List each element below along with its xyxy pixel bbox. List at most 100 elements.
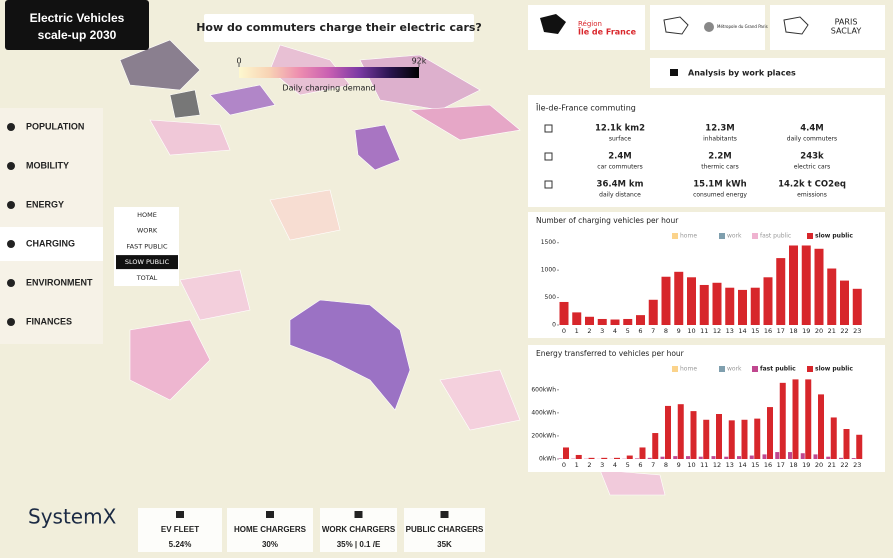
- map-region[interactable]: [354, 124, 401, 171]
- menu-item[interactable]: ENERGY: [26, 199, 64, 209]
- bar: [687, 277, 696, 325]
- x-tick-label: 17: [777, 461, 785, 469]
- y-tick-label: 0kWh: [539, 456, 556, 463]
- y-tick-label: 0: [552, 322, 556, 329]
- bar: [703, 419, 710, 459]
- bar: [597, 318, 607, 325]
- x-tick-label: 4: [613, 461, 617, 469]
- bar: [767, 407, 773, 459]
- x-tick-label: 22: [840, 327, 848, 335]
- bar: [843, 429, 850, 459]
- bar: [741, 419, 748, 459]
- stat-label: inhabitants: [703, 136, 737, 143]
- bar: [776, 258, 786, 325]
- bar: [698, 456, 703, 459]
- legend-swatch: [719, 366, 725, 372]
- button-label[interactable]: Analysis by work places: [688, 69, 796, 78]
- legend-swatch: [672, 233, 678, 239]
- legend-label: fast public: [760, 233, 791, 240]
- bar: [686, 456, 690, 459]
- logo-icon: [663, 16, 689, 35]
- stat-value: 15.1M kWh: [693, 180, 746, 190]
- menu-icon: [7, 279, 15, 287]
- x-tick-label: 19: [802, 327, 810, 335]
- kpi-icon: [440, 511, 449, 518]
- bar: [856, 434, 863, 459]
- x-tick-label: 3: [600, 461, 604, 469]
- legend-label: work: [727, 366, 742, 373]
- color-scale: [239, 67, 419, 78]
- legend-label: slow public: [815, 233, 853, 240]
- kpi-icon: [266, 511, 274, 518]
- map-region[interactable]: [599, 469, 666, 496]
- bar: [800, 453, 805, 459]
- bar: [563, 447, 569, 459]
- menu-item[interactable]: POPULATION: [26, 121, 84, 131]
- map-region[interactable]: [409, 104, 521, 141]
- bar: [585, 316, 594, 325]
- x-tick-label: 15: [751, 461, 759, 469]
- x-tick-label: 18: [789, 327, 797, 335]
- bar: [674, 271, 684, 325]
- logo-text: PARIS: [835, 18, 858, 27]
- x-tick-label: 18: [789, 461, 797, 469]
- logo-card[interactable]: [770, 5, 885, 50]
- filter-option[interactable]: HOME: [137, 211, 157, 219]
- x-tick-label: 8: [664, 327, 668, 335]
- map-region[interactable]: [179, 269, 251, 321]
- filter-option[interactable]: WORK: [137, 227, 158, 235]
- logo-text: SACLAY: [831, 27, 862, 36]
- menu-item[interactable]: ENVIRONMENT: [26, 277, 93, 287]
- app-title: Electric Vehicles: [30, 11, 125, 25]
- bar: [830, 417, 837, 459]
- bar: [626, 455, 633, 459]
- x-tick-label: 10: [687, 327, 695, 335]
- y-tick-label: 1500: [541, 239, 556, 246]
- bar: [737, 456, 741, 459]
- map-region[interactable]: [149, 119, 231, 156]
- stat-label: thermic cars: [701, 164, 739, 171]
- menu: POPULATION MOBILITY ENERGY CHARGING ENVIRONM…: [0, 121, 103, 326]
- logo-text: Métropole du Grand Paris: [717, 24, 768, 29]
- filter-option[interactable]: SLOW PUBLIC: [125, 258, 170, 266]
- map-region[interactable]: [209, 84, 276, 116]
- x-tick-label: 12: [713, 327, 721, 335]
- bar: [789, 245, 798, 325]
- bar: [712, 282, 722, 325]
- bar: [647, 457, 652, 459]
- map-region[interactable]: [439, 369, 521, 431]
- bar: [588, 457, 595, 459]
- kpi-label: HOME CHARGERS: [234, 525, 307, 534]
- map-region[interactable]: [169, 89, 201, 119]
- legend-label: work: [727, 233, 742, 240]
- filter-selected: [116, 255, 178, 270]
- stat-value: 14.2k t CO2eq: [778, 180, 846, 190]
- x-tick-label: 13: [726, 327, 734, 335]
- map-region[interactable]: [129, 319, 211, 401]
- bar: [738, 289, 747, 325]
- menu-item[interactable]: FINANCES: [26, 316, 72, 326]
- bar: [763, 277, 773, 325]
- legend-swatch: [752, 366, 758, 372]
- menu-item[interactable]: MOBILITY: [26, 160, 69, 170]
- menu-icon: [7, 123, 15, 131]
- analysis-button[interactable]: [650, 58, 885, 88]
- map-region[interactable]: [289, 299, 411, 411]
- question: How do commuters charge their electric c…: [196, 21, 482, 34]
- x-tick-label: 3: [600, 327, 604, 335]
- map-region[interactable]: [269, 189, 341, 241]
- menu-item[interactable]: CHARGING: [26, 238, 75, 248]
- bar: [728, 420, 735, 459]
- filter-option[interactable]: TOTAL: [136, 274, 158, 282]
- x-tick-label: 9: [677, 461, 681, 469]
- bar: [851, 458, 856, 459]
- y-tick-label: 400kWh: [531, 409, 556, 416]
- logo-icon: [540, 14, 566, 34]
- bar: [788, 452, 792, 459]
- color-scale-title: Daily charging demand: [282, 84, 375, 93]
- filter-option[interactable]: FAST PUBLIC: [127, 242, 168, 250]
- map-region[interactable]: [119, 39, 201, 91]
- kpi-value: 35% | 0.1 /E: [337, 540, 381, 549]
- x-tick-label: 9: [677, 327, 681, 335]
- stat-value: 243k: [800, 152, 824, 162]
